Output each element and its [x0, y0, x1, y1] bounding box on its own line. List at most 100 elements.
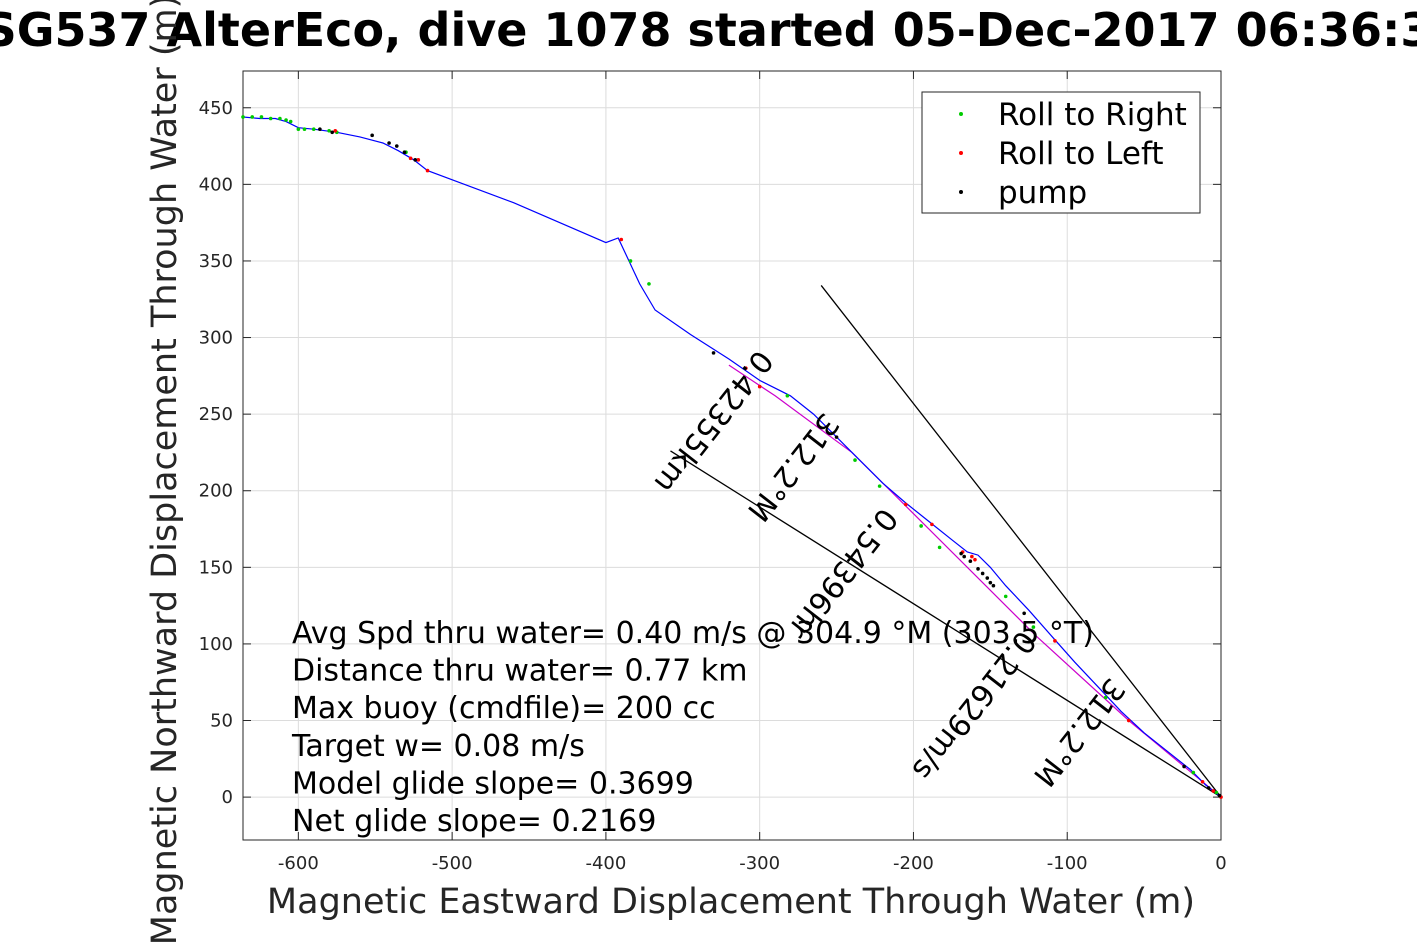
y-tick-label: 100	[199, 634, 233, 655]
point-roll-to-right	[1103, 695, 1108, 700]
point-pump	[370, 133, 374, 138]
point-roll-to-left	[970, 554, 974, 559]
stats-line: Target w= 0.08 m/s	[291, 729, 585, 764]
point-roll-to-left	[744, 366, 748, 370]
y-tick-label: 250	[199, 404, 233, 425]
reference-line	[670, 450, 1222, 798]
point-roll-to-left	[1053, 639, 1057, 643]
legend-label: pump	[998, 175, 1087, 211]
point-roll-to-left	[973, 557, 977, 562]
x-tick-label: -300	[739, 853, 780, 874]
x-tick-label: 0	[1215, 853, 1226, 874]
reference-lines	[670, 285, 1222, 798]
y-tick-label: 300	[199, 328, 233, 349]
point-pump	[988, 580, 993, 585]
point-pump	[1206, 786, 1211, 790]
stats-line: Net glide slope= 0.2169	[292, 804, 656, 839]
point-roll-to-right	[1003, 594, 1008, 599]
point-roll-to-right	[302, 127, 307, 132]
model-track-line	[728, 364, 1222, 798]
legend-label: Roll to Right	[998, 97, 1187, 133]
y-tick-label: 0	[222, 787, 233, 808]
tracks	[242, 116, 1222, 798]
point-roll-to-right	[284, 118, 288, 122]
legend-box	[921, 91, 1201, 214]
y-tick-label: 350	[199, 251, 233, 272]
point-roll-to-right	[628, 259, 633, 263]
y-tick-label: 450	[199, 98, 233, 119]
legend-label: Roll to Left	[998, 136, 1164, 172]
point-roll-to-right	[647, 282, 651, 286]
point-roll-to-left	[1211, 789, 1216, 793]
x-tick-label: -600	[278, 853, 319, 874]
point-roll-to-left	[1200, 779, 1205, 784]
legend-marker	[959, 151, 963, 155]
chart-title: SG537 AlterEco, dive 1078 started 05-Dec…	[0, 3, 1417, 57]
point-roll-to-right	[250, 115, 255, 119]
plot-area-frame	[242, 70, 1222, 841]
point-roll-to-right	[1191, 770, 1196, 775]
x-tick-label: -100	[1047, 853, 1088, 874]
point-roll-to-right	[853, 458, 857, 462]
point-pump	[711, 351, 716, 355]
stats-line: Distance thru water= 0.77 km	[292, 654, 747, 689]
point-pump	[402, 150, 407, 154]
point-roll-to-right	[1031, 625, 1036, 629]
point-roll-to-left	[930, 522, 934, 527]
point-pump	[1022, 611, 1026, 616]
point-roll-to-left	[903, 502, 908, 507]
point-roll-to-left	[1126, 718, 1131, 723]
point-roll-to-right	[877, 484, 882, 488]
track-line	[242, 116, 1222, 798]
point-roll-to-right	[288, 119, 293, 124]
point-pump	[980, 571, 985, 576]
point-roll-to-right	[268, 116, 273, 121]
point-roll-to-left	[757, 384, 762, 389]
point-roll-to-left	[416, 158, 421, 162]
stats-line: Model glide slope= 0.3699	[292, 766, 694, 801]
point-roll-to-right	[241, 115, 245, 119]
point-roll-to-right	[327, 128, 331, 133]
x-tick-label: -400	[585, 853, 626, 874]
point-pump	[962, 554, 966, 559]
point-roll-to-right	[937, 545, 942, 550]
legend-marker	[959, 190, 963, 194]
data-points	[241, 115, 1223, 799]
point-pump	[413, 158, 418, 162]
y-axis-label: Magnetic Northward Displacement Through …	[145, 0, 185, 945]
reference-line	[820, 285, 1222, 798]
point-roll-to-left	[425, 168, 430, 173]
point-pump	[330, 130, 334, 135]
point-pump	[991, 583, 996, 588]
legend-marker	[959, 112, 963, 116]
x-tick-label: -200	[893, 853, 934, 874]
point-roll-to-right	[311, 127, 316, 132]
point-roll-to-left	[619, 237, 624, 242]
point-pump	[1182, 764, 1186, 769]
point-roll-to-right	[296, 127, 301, 132]
stats-line: Avg Spd thru water= 0.40 m/s @ 304.9 °M …	[292, 616, 1094, 651]
y-tick-label: 150	[199, 557, 233, 578]
point-roll-to-left	[408, 156, 413, 161]
y-tick-label: 50	[210, 711, 233, 732]
point-roll-to-right	[785, 393, 790, 398]
point-pump	[968, 559, 973, 563]
point-pump	[959, 551, 963, 556]
point-roll-to-right	[919, 524, 923, 528]
point-pump	[394, 144, 399, 148]
stats-line: Max buoy (cmdfile)= 200 cc	[292, 691, 716, 726]
point-pump	[318, 127, 322, 132]
point-roll-to-left	[333, 128, 338, 133]
point-pump	[387, 141, 391, 145]
axis-ticks: -600 -500 -400 -300 -200 -100 0 0 50 100 150 200 250…	[199, 71, 1227, 874]
y-tick-label: 200	[199, 481, 233, 502]
point-roll-to-right	[259, 115, 264, 119]
stats-text-box: Avg Spd thru water= 0.40 m/s @ 304.9 °M …	[291, 616, 1094, 839]
point-pump	[976, 567, 980, 571]
x-axis-label: Magnetic Eastward Displacement Through W…	[267, 882, 1195, 922]
x-tick-label: -500	[432, 853, 473, 874]
point-pump	[985, 576, 990, 580]
